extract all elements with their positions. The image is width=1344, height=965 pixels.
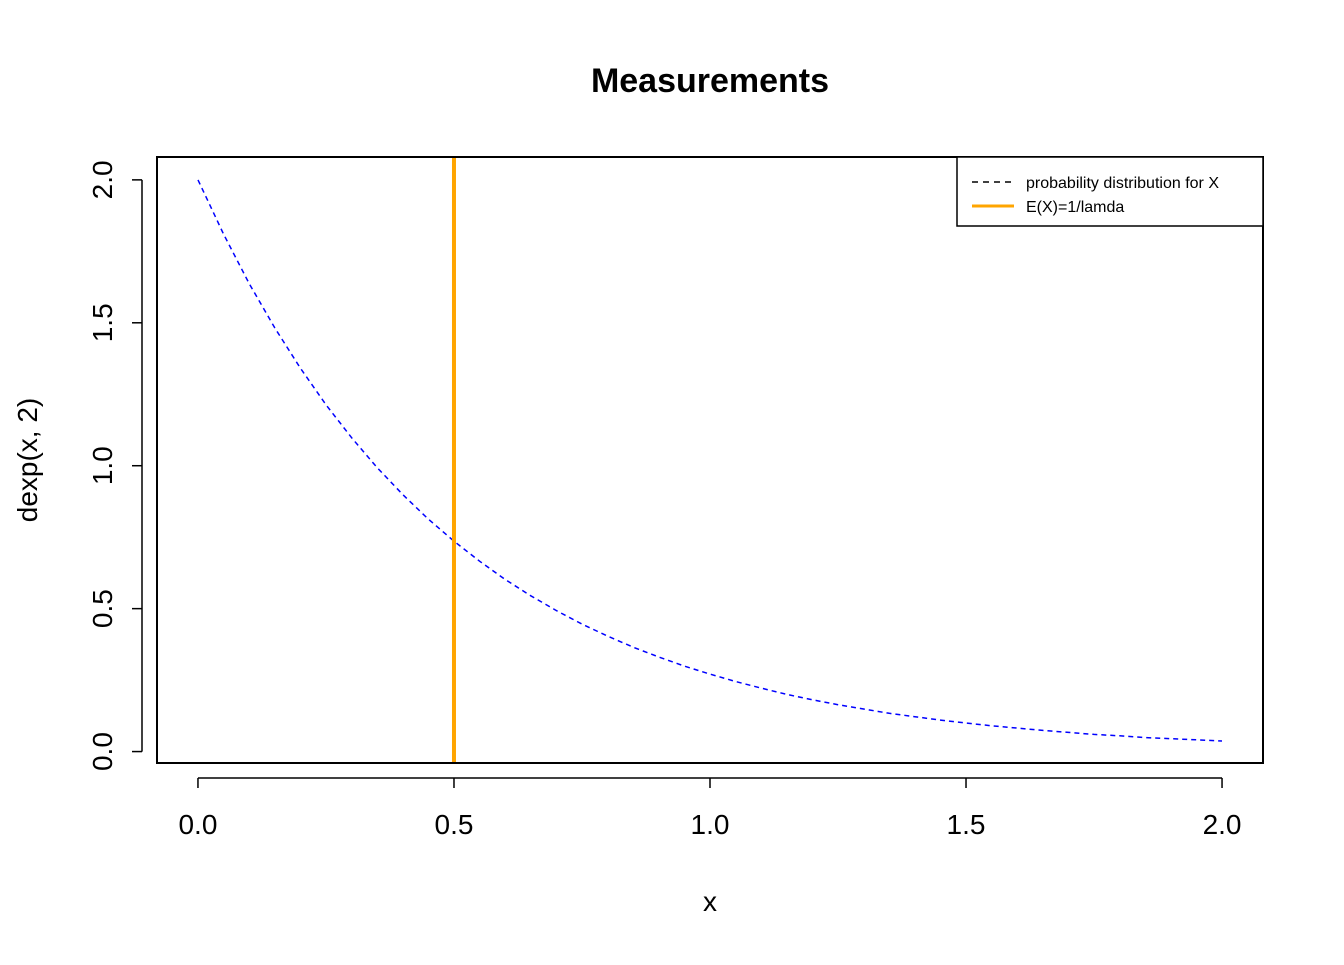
x-tick-label: 0.5 bbox=[435, 809, 474, 840]
legend-label-probability-distribution: probability distribution for X bbox=[1026, 175, 1219, 192]
x-tick-label: 0.0 bbox=[178, 809, 217, 840]
plot-frame bbox=[156, 156, 1264, 764]
y-tick-label: 0.5 bbox=[87, 589, 118, 628]
legend-box bbox=[956, 156, 1264, 227]
series-probability-distribution-line bbox=[197, 179, 1223, 742]
y-tick-label: 0.0 bbox=[87, 732, 118, 771]
legend-label-expected-value: E(X)=1/lamda bbox=[1026, 199, 1124, 216]
legend: probability distribution for X E(X)=1/la… bbox=[956, 156, 1264, 227]
y-axis: 0.0 0.5 1.0 1.5 2.0 bbox=[87, 160, 143, 771]
chart-title: Measurements bbox=[591, 62, 829, 100]
x-axis: 0.0 0.5 1.0 1.5 2.0 bbox=[178, 777, 1242, 840]
y-axis-label: dexp(x, 2) bbox=[12, 398, 43, 523]
y-tick-label: 2.0 bbox=[87, 160, 118, 199]
x-tick-label: 1.0 bbox=[691, 809, 730, 840]
y-tick-label: 1.0 bbox=[87, 446, 118, 485]
plot-area bbox=[197, 157, 1223, 763]
x-axis-label: x bbox=[703, 886, 717, 917]
x-tick-label: 1.5 bbox=[947, 809, 986, 840]
x-tick-label: 2.0 bbox=[1203, 809, 1242, 840]
y-tick-label: 1.5 bbox=[87, 303, 118, 342]
